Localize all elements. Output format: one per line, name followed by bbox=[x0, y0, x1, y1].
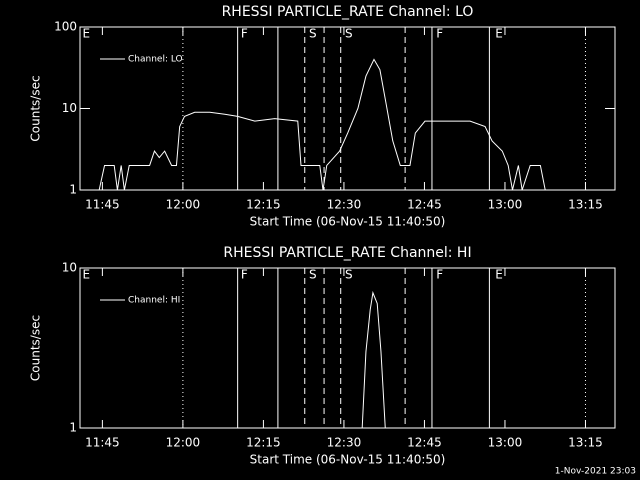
x-tick-label: 13:00 bbox=[488, 198, 523, 212]
x-tick-label: 12:45 bbox=[407, 436, 442, 450]
x-tick-label: 11:45 bbox=[85, 436, 120, 450]
legend-label: Channel: LO bbox=[128, 55, 183, 65]
timestamp: 1-Nov-2021 23:03 bbox=[555, 467, 636, 477]
flag-label: S bbox=[309, 27, 317, 41]
chart-title: RHESSI PARTICLE_RATE Channel: HI bbox=[223, 245, 471, 261]
flag-label: E bbox=[83, 27, 91, 41]
flag-label: E bbox=[495, 27, 503, 41]
flag-label: S bbox=[345, 27, 353, 41]
x-tick-label: 13:00 bbox=[488, 436, 523, 450]
legend-label: Channel: HI bbox=[128, 296, 180, 306]
flag-label: E bbox=[495, 268, 503, 282]
x-tick-label: 12:15 bbox=[246, 198, 281, 212]
y-tick-label: 1 bbox=[69, 183, 77, 197]
flag-label: F bbox=[436, 268, 443, 282]
y-axis-label: Counts/sec bbox=[29, 75, 43, 141]
x-axis-label: Start Time (06-Nov-15 11:40:50) bbox=[250, 215, 446, 229]
x-tick-label: 12:00 bbox=[166, 436, 201, 450]
plot-frame bbox=[79, 267, 616, 429]
data-line bbox=[98, 58, 546, 190]
x-axis-label: Start Time (06-Nov-15 11:40:50) bbox=[250, 453, 446, 467]
flag-label: S bbox=[345, 268, 353, 282]
x-tick-label: 12:15 bbox=[246, 436, 281, 450]
data-line bbox=[361, 290, 386, 428]
x-tick-label: 11:45 bbox=[85, 198, 120, 212]
x-tick-label: 13:15 bbox=[568, 198, 603, 212]
y-tick-label: 10 bbox=[62, 101, 77, 115]
x-tick-label: 12:30 bbox=[327, 198, 362, 212]
x-tick-label: 13:15 bbox=[568, 436, 603, 450]
flag-label: S bbox=[309, 268, 317, 282]
y-tick-label: 1 bbox=[69, 421, 77, 435]
flag-label: E bbox=[83, 268, 91, 282]
y-tick-label: 100 bbox=[54, 20, 77, 34]
x-tick-label: 12:00 bbox=[166, 198, 201, 212]
flag-label: F bbox=[241, 268, 248, 282]
y-tick-label: 10 bbox=[62, 261, 77, 275]
x-tick-label: 12:30 bbox=[327, 436, 362, 450]
chart-title: RHESSI PARTICLE_RATE Channel: LO bbox=[222, 4, 474, 20]
flag-label: F bbox=[241, 27, 248, 41]
x-tick-label: 12:45 bbox=[407, 198, 442, 212]
flag-label: F bbox=[436, 27, 443, 41]
y-axis-label: Counts/sec bbox=[29, 315, 43, 381]
